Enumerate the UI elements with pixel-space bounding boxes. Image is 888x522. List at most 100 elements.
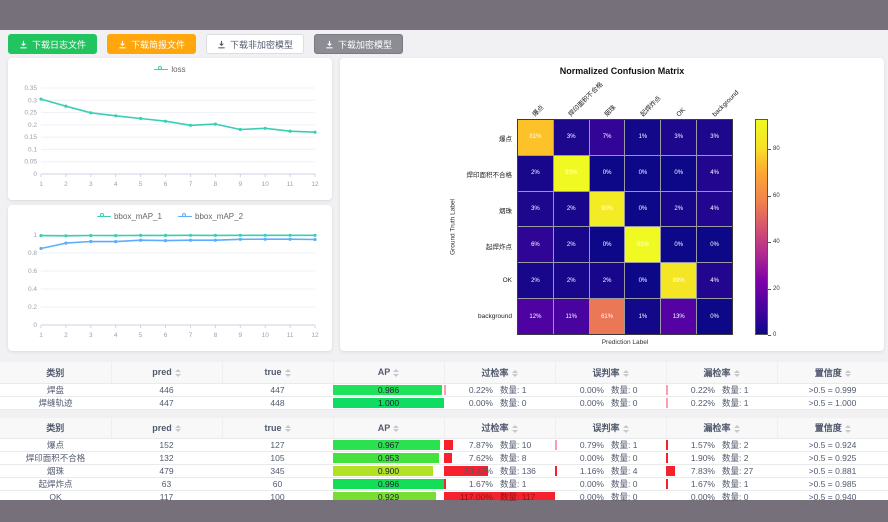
- download-icon: [118, 40, 127, 49]
- cell-wu: 0.00% 数量: 0: [555, 451, 666, 465]
- download-plain-model-button[interactable]: 下载非加密模型: [206, 34, 305, 54]
- colorbar-tick-label: 20: [773, 285, 780, 292]
- svg-text:1: 1: [39, 181, 43, 188]
- column-header-name: 类别: [0, 417, 112, 439]
- sort-caret-icon[interactable]: [284, 369, 291, 377]
- svg-text:7: 7: [189, 181, 193, 188]
- column-header-guo[interactable]: 过检率: [444, 417, 556, 439]
- cell-pred: 63: [111, 477, 222, 491]
- svg-text:6: 6: [164, 332, 168, 339]
- rate-count: 数量: 0: [500, 397, 527, 408]
- sort-caret-icon[interactable]: [844, 425, 851, 433]
- legend-line-icon: [178, 213, 192, 221]
- rate-bar: [444, 466, 488, 476]
- column-header-label: 过检率: [481, 367, 509, 378]
- table-row: 焊缝轨迹 447 448 1.000 0.00% 数量: 0 0.00% 数量: 0 0.22%…: [0, 396, 888, 410]
- svg-text:0.15: 0.15: [24, 134, 37, 141]
- legend-item-bbox_mAP_2[interactable]: bbox_mAP_2: [178, 212, 243, 221]
- column-header-label: 漏检率: [703, 367, 731, 378]
- svg-text:10: 10: [262, 181, 270, 188]
- sort-caret-icon[interactable]: [622, 425, 629, 433]
- column-header-name: 类别: [0, 362, 112, 384]
- sort-caret-icon[interactable]: [733, 369, 740, 378]
- rate-percent: 0.22%: [690, 397, 715, 408]
- legend-item-loss[interactable]: loss: [154, 65, 186, 74]
- column-header-lou[interactable]: 漏检率: [666, 362, 778, 384]
- legend-label: bbox_mAP_1: [113, 212, 162, 221]
- svg-text:0.25: 0.25: [24, 110, 37, 117]
- svg-text:7: 7: [189, 332, 193, 339]
- column-header-guo[interactable]: 过检率: [444, 362, 556, 384]
- matrix-cell: 0%: [625, 263, 661, 299]
- svg-text:0.4: 0.4: [28, 286, 37, 293]
- sort-caret-icon[interactable]: [174, 369, 181, 377]
- table-header-row: 类别 pred true AP 过检率 误判率 漏检率 置信度: [0, 362, 888, 384]
- download-icon: [325, 40, 334, 49]
- metrics-table-2: 类别 pred true AP 过检率 误判率 漏检率 置信度 爆点 152 127 0.967 7.8…: [0, 417, 888, 504]
- matrix-cell: 0%: [625, 155, 661, 191]
- cell-true: 447: [222, 383, 333, 397]
- matrix-cell: 13%: [661, 299, 697, 334]
- matrix-cell: 2%: [661, 191, 697, 227]
- rate-count: 数量: 2: [722, 440, 749, 450]
- column-header-label: 类别: [46, 423, 65, 434]
- sort-caret-icon[interactable]: [284, 424, 291, 433]
- sort-caret-icon[interactable]: [511, 425, 518, 433]
- colorbar-tick-label: 60: [773, 192, 780, 199]
- cell-ap: 0.996: [333, 477, 444, 491]
- matrix-cell: 3%: [518, 191, 553, 227]
- column-header-wu[interactable]: 误判率: [555, 362, 667, 384]
- column-header-ap[interactable]: AP: [333, 417, 445, 439]
- rate-bar: [666, 453, 669, 463]
- cell-guo: 39.42% 数量: 136: [444, 464, 555, 478]
- legend-item-bbox_mAP_1[interactable]: bbox_mAP_1: [96, 212, 162, 221]
- column-header-true[interactable]: true: [222, 417, 334, 439]
- column-header-ap[interactable]: AP: [333, 362, 445, 384]
- download-report-button[interactable]: 下载简报文件: [107, 34, 197, 54]
- svg-text:4: 4: [114, 332, 118, 339]
- rate-percent: 1.67%: [690, 479, 715, 489]
- sort-caret-icon[interactable]: [733, 425, 740, 433]
- column-header-pred[interactable]: pred: [111, 417, 223, 439]
- download-log-button[interactable]: 下载日志文件: [8, 34, 98, 54]
- legend-line-icon: [154, 66, 169, 74]
- colorbar-tick-label: 80: [773, 146, 780, 153]
- cell-name: 爆点: [0, 438, 111, 452]
- rate-percent: 1.57%: [690, 440, 715, 450]
- button-label: 下载日志文件: [32, 39, 87, 50]
- sort-caret-icon[interactable]: [844, 369, 851, 378]
- button-label: 下载加密模型: [338, 39, 393, 50]
- column-header-conf[interactable]: 置信度: [777, 362, 888, 384]
- matrix-cell: 4%: [697, 191, 732, 227]
- svg-text:11: 11: [287, 181, 294, 188]
- cell-wu: 0.00% 数量: 0: [555, 490, 666, 504]
- rate-count: 数量: 136: [500, 466, 536, 476]
- rate-count: 数量: 0: [611, 479, 638, 489]
- loss-chart-card: loss 0 0.05 0.1 0.15 0.2 0.25 0.3 0.35 1 2 3 4 5 6 7 8 9…: [8, 58, 332, 200]
- sort-caret-icon[interactable]: [393, 424, 400, 433]
- column-header-wu[interactable]: 误判率: [555, 417, 667, 439]
- download-encrypted-model-button[interactable]: 下载加密模型: [314, 34, 404, 54]
- sort-caret-icon[interactable]: [622, 369, 629, 378]
- sort-caret-icon[interactable]: [174, 424, 181, 433]
- rate-count: 数量: 1: [500, 384, 527, 395]
- matrix-cell: 0%: [625, 191, 661, 227]
- column-header-pred[interactable]: pred: [111, 362, 223, 384]
- matrix-col-label: 焊印面积不合格: [567, 81, 605, 119]
- matrix-col-label: 起焊炸点: [639, 94, 663, 119]
- matrix-y-axis-label: Ground Truth Label: [449, 198, 457, 256]
- download-icon: [19, 40, 28, 49]
- column-header-lou[interactable]: 漏检率: [666, 417, 778, 439]
- svg-text:11: 11: [287, 332, 294, 339]
- cell-guo: 0.22% 数量: 1: [444, 383, 555, 397]
- matrix-cell: 0%: [661, 155, 697, 191]
- colorbar-tick: [768, 335, 771, 336]
- sort-caret-icon[interactable]: [511, 369, 518, 378]
- column-header-conf[interactable]: 置信度: [777, 417, 888, 439]
- column-header-true[interactable]: true: [222, 362, 334, 384]
- map-line-chart: 00.20.40.60.811 2 3 4 5 6 7 8 9 10 11 12: [28, 232, 319, 339]
- svg-text:9: 9: [238, 332, 242, 339]
- rate-count: 数量: 27: [722, 466, 754, 476]
- sort-caret-icon[interactable]: [393, 369, 400, 377]
- button-label: 下载简报文件: [131, 39, 186, 50]
